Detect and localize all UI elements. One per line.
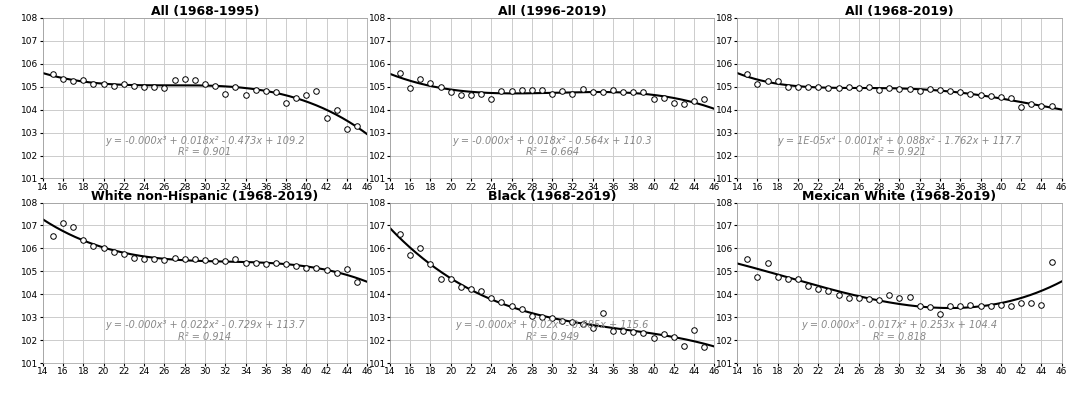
- Title: Mexican White (1968-2019): Mexican White (1968-2019): [802, 190, 997, 203]
- Title: White non-Hispanic (1968-2019): White non-Hispanic (1968-2019): [92, 190, 319, 203]
- Text: y = -0.000x³ + 0.018x² - 0.473x + 109.2
R² = 0.901: y = -0.000x³ + 0.018x² - 0.473x + 109.2 …: [106, 136, 305, 157]
- Text: y = -0.000x³ + 0.018x² - 0.564x + 110.3
R² = 0.664: y = -0.000x³ + 0.018x² - 0.564x + 110.3 …: [452, 136, 652, 157]
- Text: y = -0.000x³ + 0.022x² - 0.729x + 113.7
R² = 0.914: y = -0.000x³ + 0.022x² - 0.729x + 113.7 …: [106, 320, 305, 342]
- Text: y = 1E-05x⁴ - 0.001x³ + 0.088x² - 1.762x + 117.7
R² = 0.921: y = 1E-05x⁴ - 0.001x³ + 0.088x² - 1.762x…: [778, 136, 1021, 157]
- Title: Black (1968-2019): Black (1968-2019): [488, 190, 617, 203]
- Text: y = -0.000x³ + 0.02x² - 0.885x + 115.6
R² = 0.949: y = -0.000x³ + 0.02x² - 0.885x + 115.6 R…: [456, 320, 649, 342]
- Text: y = 0.000x³ - 0.017x² + 0.253x + 104.4
R² = 0.818: y = 0.000x³ - 0.017x² + 0.253x + 104.4 R…: [801, 320, 998, 342]
- Title: All (1968-2019): All (1968-2019): [845, 5, 954, 18]
- Title: All (1996-2019): All (1996-2019): [498, 5, 606, 18]
- Title: All (1968-1995): All (1968-1995): [150, 5, 259, 18]
